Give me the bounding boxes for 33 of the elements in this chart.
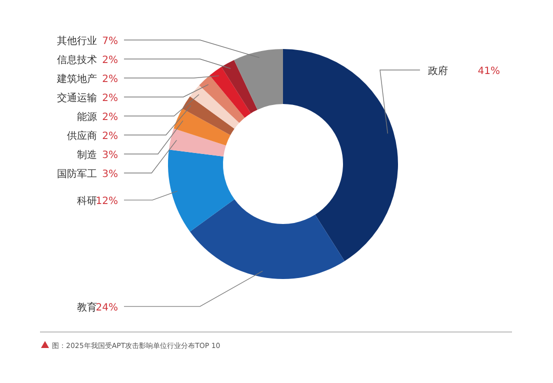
slice-label: 政府 <box>428 65 448 77</box>
slice-label: 科研 <box>77 195 97 208</box>
slice-label: 制造 <box>77 149 97 161</box>
donut-slice <box>283 49 398 262</box>
slice-label: 建筑地产 <box>56 73 97 85</box>
slice-label: 国防军工 <box>57 168 97 180</box>
donut-slice <box>210 66 251 118</box>
data-label: 2% <box>102 55 118 66</box>
slice-label: 交通运输 <box>57 92 97 104</box>
donut-slice <box>221 60 258 114</box>
data-label: 3% <box>102 169 118 180</box>
data-label: 2% <box>102 93 118 104</box>
donut-slice <box>182 96 234 136</box>
donut-slice <box>190 85 240 129</box>
data-label: 2% <box>102 131 118 142</box>
slice-label: 能源 <box>77 111 97 123</box>
donut-slice <box>234 49 283 110</box>
data-label: 7% <box>102 36 118 47</box>
data-label: 3% <box>102 150 118 161</box>
donut-slice <box>168 150 234 232</box>
data-label: 2% <box>102 74 118 85</box>
donut-slice <box>199 75 245 123</box>
donut-slice <box>190 199 345 279</box>
slice-label: 供应商 <box>67 130 97 142</box>
data-label: 24% <box>96 302 118 314</box>
data-label: 12% <box>96 196 118 208</box>
data-label: 41% <box>478 66 500 77</box>
slice-label: 其他行业 <box>57 35 97 47</box>
data-label: 2% <box>102 112 118 123</box>
slice-label: 教育 <box>77 301 97 314</box>
slice-label: 信息技术 <box>57 54 97 66</box>
donut-slice <box>168 128 226 156</box>
donut-slice <box>174 108 230 146</box>
